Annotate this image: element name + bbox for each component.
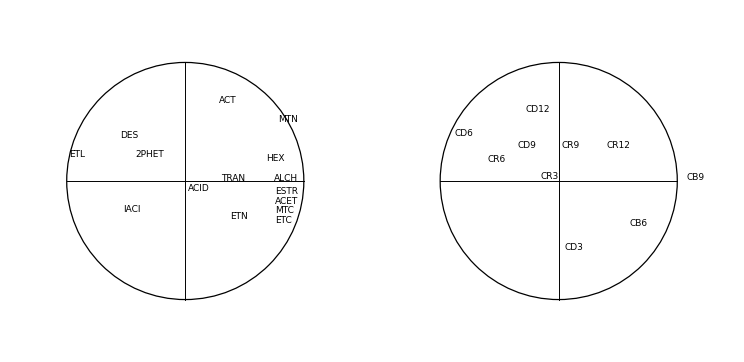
Text: CD3: CD3 [565, 243, 583, 252]
Text: IACI: IACI [124, 205, 141, 214]
Text: ETC: ETC [275, 216, 292, 225]
Text: ALCH: ALCH [275, 174, 298, 183]
Text: CD6: CD6 [455, 129, 473, 138]
Text: CD9: CD9 [517, 141, 536, 150]
Text: TRAN: TRAN [221, 174, 245, 183]
Text: CR9: CR9 [561, 141, 580, 150]
Text: MTN: MTN [278, 115, 298, 124]
Text: HEX: HEX [266, 154, 284, 163]
Text: CR12: CR12 [606, 141, 630, 150]
Text: CB9: CB9 [687, 173, 705, 182]
Text: ETN: ETN [231, 212, 248, 221]
Text: ACET: ACET [275, 197, 298, 206]
Text: MTC: MTC [275, 206, 294, 215]
Text: DES: DES [120, 131, 138, 140]
Text: ESTR: ESTR [275, 187, 298, 196]
Text: CR6: CR6 [487, 155, 506, 164]
Text: ETL: ETL [69, 151, 85, 159]
Text: CB6: CB6 [630, 219, 648, 228]
Text: ACT: ACT [219, 96, 236, 105]
Text: 2PHET: 2PHET [135, 151, 164, 159]
Text: CR3: CR3 [541, 172, 559, 181]
Text: CD12: CD12 [525, 105, 550, 114]
Text: ACID: ACID [187, 184, 209, 193]
